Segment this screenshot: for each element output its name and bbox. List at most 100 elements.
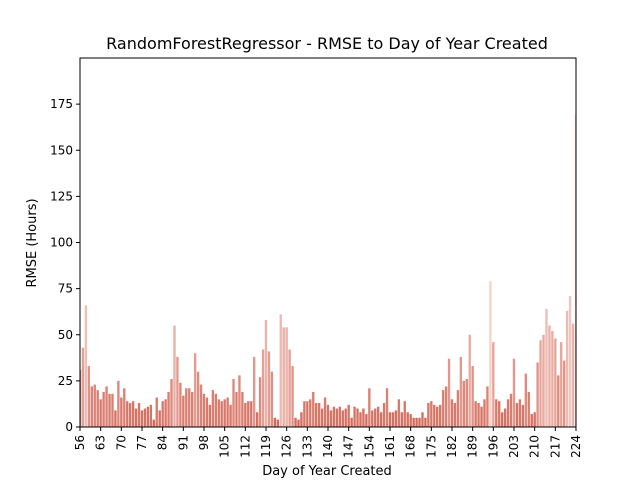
bar-day-157: [377, 406, 380, 427]
bar-day-171: [418, 417, 421, 427]
x-tick-label: 133: [300, 435, 314, 458]
bar-day-206: [521, 404, 525, 427]
bar-day-128: [291, 366, 294, 427]
bar-day-115: [253, 356, 256, 427]
bar-day-132: [303, 401, 306, 427]
bar-day-222: [568, 296, 572, 427]
bar-day-173: [424, 417, 427, 427]
bar-day-117: [258, 377, 262, 427]
bar-day-141: [329, 410, 333, 427]
bar-day-154: [368, 388, 371, 427]
bar-day-140: [326, 404, 330, 427]
bar-day-175: [430, 401, 433, 427]
bar-day-199: [501, 412, 504, 427]
bar-day-88: [173, 325, 176, 427]
bar-day-218: [557, 375, 560, 427]
bar-day-114: [250, 401, 253, 427]
bar-day-56: [80, 369, 82, 427]
bar-day-137: [317, 403, 321, 427]
bar-day-201: [506, 399, 510, 427]
bar-day-191: [477, 403, 480, 427]
x-tick-label: 182: [445, 435, 459, 458]
bar-day-76: [137, 403, 141, 427]
bar-day-176: [433, 404, 436, 427]
bar-day-152: [362, 408, 365, 427]
bar-day-224: [574, 115, 576, 427]
bar-day-75: [134, 408, 138, 427]
bar-day-111: [241, 391, 244, 427]
bar-day-112: [244, 403, 247, 427]
bar-day-102: [214, 393, 217, 427]
bar-day-123: [276, 419, 279, 427]
y-tick-label: 100: [50, 236, 73, 250]
bar-day-166: [403, 401, 406, 427]
bar-day-70: [120, 397, 123, 427]
bar-day-196: [492, 342, 495, 427]
bar-day-162: [391, 412, 395, 427]
bar-day-100: [208, 404, 212, 427]
y-tick-label: 150: [50, 143, 73, 157]
bar-day-127: [288, 349, 291, 427]
bar-day-66: [108, 393, 111, 427]
bar-day-98: [202, 393, 206, 427]
bar-day-113: [247, 401, 250, 427]
bar-day-72: [126, 401, 129, 427]
bar-day-187: [465, 379, 468, 427]
bar-day-84: [161, 401, 164, 427]
bar-day-108: [232, 379, 235, 427]
bar-day-183: [453, 403, 457, 427]
bar-day-181: [447, 358, 451, 427]
bar-day-215: [548, 325, 551, 427]
bar-day-118: [261, 349, 265, 427]
bar-day-174: [427, 403, 430, 427]
bar-day-93: [188, 388, 191, 427]
bar-day-149: [353, 406, 356, 427]
bar-day-107: [229, 404, 232, 427]
bar-day-209: [530, 414, 533, 427]
bar-day-216: [551, 331, 554, 427]
bar-day-212: [539, 340, 542, 427]
bar-day-155: [371, 410, 374, 427]
bar-day-143: [335, 408, 339, 427]
bar-day-207: [524, 373, 527, 427]
bar-day-161: [388, 412, 392, 427]
bar-day-101: [211, 390, 215, 427]
x-tick-label: 105: [218, 435, 232, 458]
bar-day-214: [545, 308, 548, 427]
bar-day-121: [270, 371, 274, 427]
bar-day-217: [554, 338, 557, 427]
bar-day-125: [282, 327, 285, 427]
x-tick-label: 224: [569, 435, 583, 458]
bar-day-87: [170, 379, 173, 427]
bar-day-184: [456, 390, 460, 427]
chart-title: RandomForestRegressor - RMSE to Day of Y…: [106, 34, 548, 53]
bar-day-63: [99, 399, 102, 427]
bar-day-122: [273, 417, 277, 427]
x-tick-label: 56: [73, 435, 87, 450]
bar-day-190: [474, 401, 477, 427]
bar-day-153: [365, 414, 368, 427]
bar-day-223: [571, 323, 575, 427]
bar-day-145: [341, 410, 344, 427]
bar-day-57: [81, 347, 85, 427]
bar-day-177: [436, 406, 439, 427]
bar-day-146: [344, 408, 347, 427]
x-tick-label: 140: [321, 435, 335, 458]
bar-day-62: [96, 390, 99, 427]
bar-day-133: [306, 401, 309, 427]
bar-day-192: [480, 406, 483, 427]
bar-day-164: [397, 399, 401, 427]
x-tick-label: 70: [114, 435, 128, 450]
bar-day-165: [400, 412, 403, 427]
bar-day-116: [255, 412, 259, 427]
bar-day-59: [87, 366, 91, 427]
y-tick-label: 175: [50, 97, 73, 111]
bar-day-194: [486, 386, 489, 427]
bar-day-150: [356, 408, 359, 427]
bar-day-138: [320, 408, 324, 427]
bar-day-80: [149, 404, 153, 427]
bar-day-151: [359, 412, 362, 427]
x-tick-label: 189: [466, 435, 480, 458]
bar-day-136: [315, 403, 318, 427]
bar-day-92: [185, 388, 188, 427]
